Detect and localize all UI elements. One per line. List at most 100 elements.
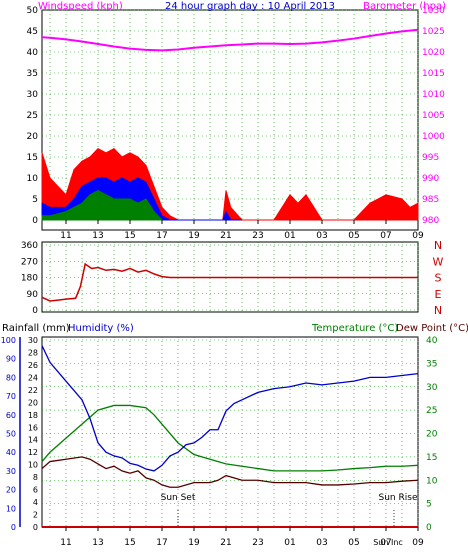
sun-annotations: Sun Set Sun Rise Sun Inc [161,493,418,547]
wind-direction-series [41,262,418,302]
x-tick-label: 11 [60,538,71,548]
rain-tick-label: 6 [33,486,38,495]
x-tick-label: 01 [284,538,295,548]
sun-rise-label: Sun Rise [379,493,418,503]
rain-tick-label: 4 [33,498,38,507]
humidity-tick-label: 50 [6,430,16,439]
rain-tick-label: 0 [33,523,38,532]
windspeed-axis-label: Windspeed (kph) [38,1,123,12]
barometer-tick-label: 1000 [422,132,445,142]
barometer-tick-label: 985 [422,195,439,205]
x-tick-label: 05 [348,231,359,241]
windspeed-tick-label: 0 [32,216,38,226]
rain-tick-label: 28 [28,348,38,357]
windspeed-tick-label: 30 [27,90,39,100]
windspeed-tick-label: 5 [32,195,38,205]
barometer-tick-label: 1005 [422,111,445,121]
temp-panel-frame [41,336,419,528]
rain-tick-label: 14 [28,436,38,445]
barometer-axis-label: Barometer (hpa) [363,1,446,12]
rain-tick-label: 22 [28,386,38,395]
temperature-tick-label: 35 [426,359,437,369]
humidity-line [41,345,419,472]
barometer-tick-label: 1020 [422,48,445,58]
rain-tick-label: 26 [28,361,38,370]
winddir-tick-label: 0 [32,306,38,316]
rain-tick-label: 20 [28,398,38,407]
temp-x-ticks: 11 13 15 17 19 21 23 01 03 05 07 09 [60,527,424,548]
barometer-line [41,28,419,52]
humidity-tick-label: 90 [6,355,16,364]
humidity-tick-label: 20 [6,486,16,495]
temperature-tick-label: 0 [426,523,432,533]
temperature-tick-label: 5 [426,500,432,510]
windspeed-ticks: 0 5 10 15 20 25 30 35 40 45 50 [27,6,39,226]
humidity-axis-label: Humidity (%) [68,323,134,334]
windspeed-tick-label: 15 [27,153,38,163]
rain-tick-label: 12 [28,448,38,457]
temperature-tick-label: 30 [426,383,438,393]
rain-tick-label: 24 [28,373,38,382]
rain-tick-label: 10 [28,461,38,470]
x-tick-label: 01 [284,231,295,241]
x-tick-label: 21 [220,538,231,548]
barometer-tick-label: 990 [422,174,439,184]
rain-tick-label: 30 [28,336,38,345]
compass-label: S [435,272,442,285]
x-tick-label: 13 [92,231,103,241]
compass-label: N [434,304,442,317]
compass-label: E [435,288,442,301]
barometer-tick-label: 1015 [422,69,445,79]
x-tick-label: 07 [380,538,391,548]
windspeed-tick-label: 25 [27,111,38,121]
wind-x-ticks: 11 13 15 17 19 21 23 01 03 05 07 09 [60,220,424,241]
x-tick-label: 15 [124,538,135,548]
temperature-line [41,404,419,472]
temp-panel-grid [42,337,419,528]
temperature-tick-label: 15 [426,453,437,463]
windspeed-tick-label: 35 [27,69,38,79]
winddir-tick-label: 180 [21,274,38,284]
x-tick-label: 15 [124,231,135,241]
dewpoint-line [41,456,419,488]
humidity-tick-label: 60 [6,411,16,420]
barometer-ticks: 980 985 990 995 1000 1005 1010 1015 1020 1025 1030 [422,6,445,226]
x-tick-label: 09 [412,231,424,241]
rain-tick-label: 18 [28,411,38,420]
x-tick-label: 07 [380,231,391,241]
barometer-tick-label: 1030 [422,6,445,16]
temperature-tick-label: 20 [426,430,438,440]
temperature-tick-label: 40 [426,336,438,346]
temperature-tick-label: 25 [426,406,437,416]
rain-tick-label: 16 [28,423,38,432]
x-tick-label: 13 [92,538,103,548]
dewpoint-axis-label: Dew Point (°C) [396,323,468,334]
x-tick-label: 05 [348,538,359,548]
temperature-ticks: 0 5 10 15 20 25 30 35 40 [426,336,438,533]
sun-set-label: Sun Set [161,493,196,503]
barometer-tick-label: 1025 [422,27,445,37]
x-tick-label: 09 [412,538,424,548]
winddir-tick-label: 90 [27,290,39,300]
compass-label: W [433,255,444,268]
calm-area [41,190,164,221]
x-tick-label: 17 [156,538,167,548]
winddir-tick-label: 270 [21,257,38,267]
calm-series [41,190,164,221]
humidity-tick-label: 10 [6,504,16,513]
x-tick-label: 17 [156,231,167,241]
rainfall-axis-label: Rainfall (mm) [2,323,70,334]
rain-tick-label: 2 [33,511,38,520]
compass-label: N [434,239,442,252]
windspeed-tick-label: 40 [27,48,39,58]
x-tick-label: 11 [60,231,71,241]
x-tick-label: 23 [252,538,263,548]
humidity-tick-label: 70 [6,392,16,401]
barometer-tick-label: 995 [422,153,439,163]
winddir-ticks: 0 90 180 270 360 [21,241,38,316]
x-tick-label: 03 [316,231,327,241]
graph-title: 24 hour graph day : 10 April 2013 [165,1,335,12]
